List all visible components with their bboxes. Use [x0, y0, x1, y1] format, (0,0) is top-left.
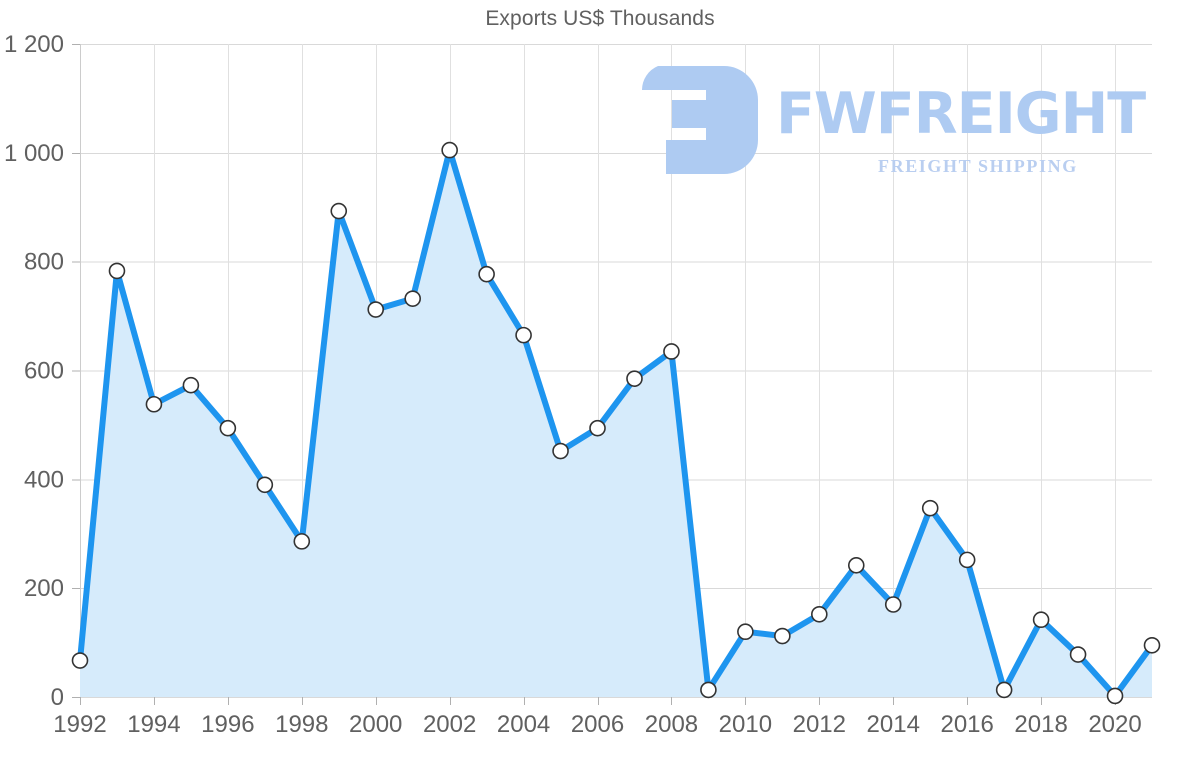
data-point-marker[interactable]	[995, 681, 1013, 699]
y-axis-tick-label: 800	[24, 249, 64, 276]
data-point-marker[interactable]	[589, 419, 606, 437]
data-point-marker[interactable]	[700, 681, 717, 699]
x-axis-tick-label: 2002	[423, 711, 476, 738]
data-point-marker[interactable]	[145, 395, 163, 413]
data-point-marker[interactable]	[182, 376, 200, 394]
x-axis-tick-label: 2006	[571, 711, 624, 738]
data-point-marker[interactable]	[1032, 611, 1050, 629]
y-axis-tick-label: 400	[24, 466, 64, 493]
data-point-marker[interactable]	[219, 419, 237, 437]
x-axis-tick-label: 2008	[645, 711, 698, 738]
data-point-marker[interactable]	[663, 343, 680, 360]
x-axis-tick-label: 2004	[497, 711, 550, 738]
x-axis-tick-label: 2000	[349, 711, 402, 738]
data-point-marker[interactable]	[1106, 687, 1124, 705]
y-axis-tick-label: 200	[24, 575, 64, 602]
data-point-marker[interactable]	[71, 652, 89, 669]
data-point-marker[interactable]	[515, 326, 532, 344]
data-point-marker[interactable]	[293, 533, 311, 550]
y-axis-tick-label: 0	[51, 684, 64, 711]
x-axis-tick-label: 2014	[867, 711, 920, 738]
x-axis-tick-label: 2010	[719, 711, 772, 738]
x-axis-tick-label: 1998	[275, 711, 328, 738]
data-point-marker[interactable]	[441, 141, 458, 159]
y-axis-tick-label: 600	[24, 358, 64, 385]
data-point-marker[interactable]	[626, 370, 643, 387]
data-point-marker[interactable]	[256, 476, 274, 494]
data-point-marker[interactable]	[478, 265, 495, 283]
x-axis-tick-label: 1992	[53, 711, 106, 738]
y-axis-tick-label: 1 000	[4, 140, 64, 167]
x-axis-tick-label: 2012	[793, 711, 846, 738]
x-axis-tick-label: 1994	[127, 711, 180, 738]
x-axis-tick-label: 2016	[940, 711, 993, 738]
data-point-marker[interactable]	[884, 596, 902, 613]
data-point-marker[interactable]	[404, 290, 421, 307]
y-axis-tick-label: 1 200	[4, 31, 64, 58]
data-point-marker[interactable]	[958, 551, 976, 569]
data-point-marker[interactable]	[1069, 646, 1087, 663]
data-point-marker[interactable]	[552, 442, 569, 460]
x-axis-tick-label: 1996	[201, 711, 254, 738]
data-point-marker[interactable]	[847, 557, 865, 574]
data-point-marker[interactable]	[811, 605, 828, 623]
series-area-fill	[80, 150, 1152, 698]
series-line-path	[77, 147, 1155, 699]
data-point-marker[interactable]	[737, 623, 754, 641]
data-point-marker[interactable]	[921, 499, 939, 517]
data-point-marker[interactable]	[1143, 636, 1161, 654]
data-point-marker[interactable]	[774, 627, 791, 645]
data-point-marker[interactable]	[330, 202, 348, 220]
x-axis-tick-label: 2018	[1014, 711, 1067, 738]
chart-title: Exports US$ Thousands	[485, 7, 715, 30]
data-point-marker[interactable]	[367, 301, 385, 318]
x-axis-tick-label: 2020	[1088, 711, 1141, 738]
data-point-marker[interactable]	[108, 262, 126, 280]
